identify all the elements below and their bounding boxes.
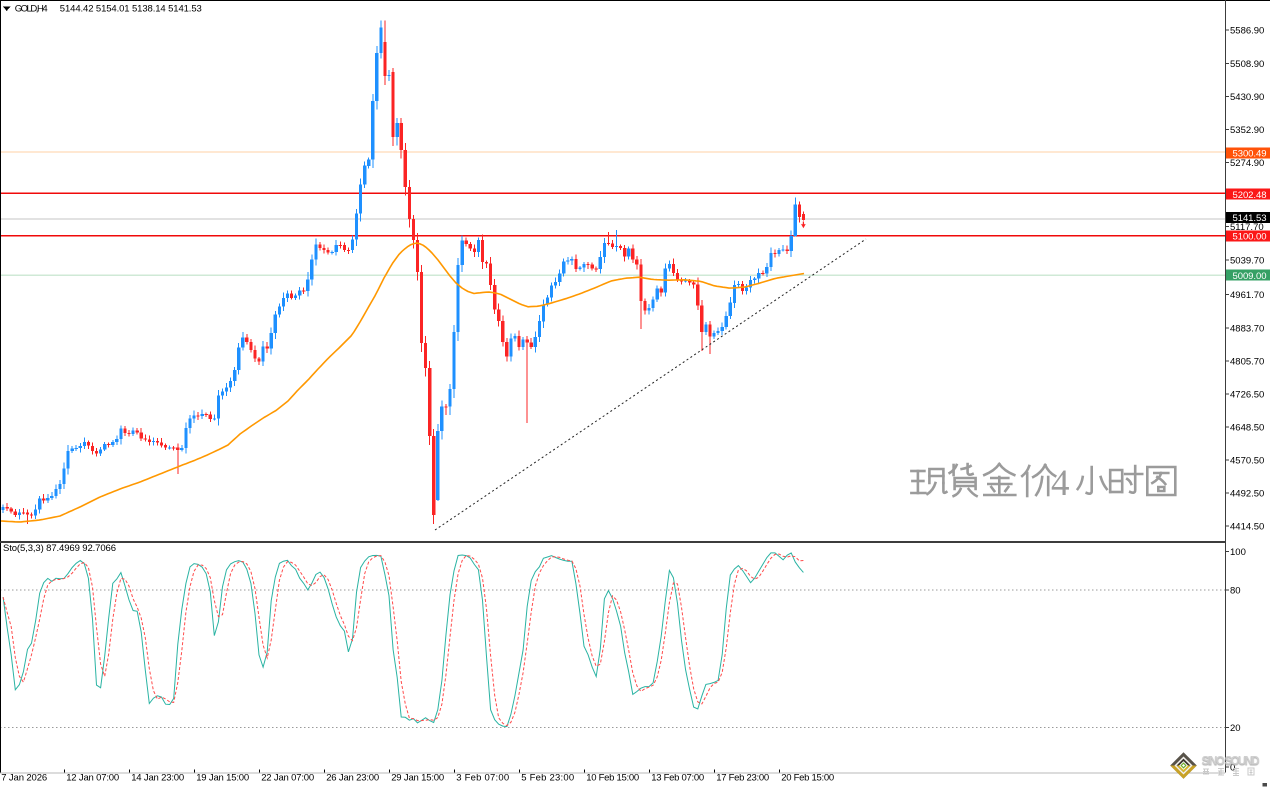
svg-text:100: 100 [1230,547,1246,558]
svg-text:5586.90: 5586.90 [1230,26,1264,37]
svg-text:0: 0 [1230,762,1235,773]
svg-text:5039.70: 5039.70 [1230,256,1264,267]
svg-text:19 Jan 15:00: 19 Jan 15:00 [196,773,249,784]
svg-text:4961.70: 4961.70 [1230,290,1264,301]
svg-text:22 Jan 07:00: 22 Jan 07:00 [261,773,314,784]
svg-text:80: 80 [1230,585,1241,596]
svg-text:4805.70: 4805.70 [1230,356,1264,367]
svg-text:SINO SOUND: SINO SOUND [1202,756,1260,768]
svg-text:5144.42 5154.01 5138.14 5141.5: 5144.42 5154.01 5138.14 5141.53 [60,4,202,15]
svg-text:5508.90: 5508.90 [1230,59,1264,70]
svg-text:5117.70: 5117.70 [1230,222,1264,233]
svg-text:14 Jan 23:00: 14 Jan 23:00 [131,773,184,784]
svg-text:5300.49: 5300.49 [1233,149,1267,160]
svg-text:Sto(5,3,3) 87.4969 92.7066: Sto(5,3,3) 87.4969 92.7066 [3,543,116,554]
svg-text:17 Feb 23:00: 17 Feb 23:00 [716,773,769,784]
svg-text:26 Jan 23:00: 26 Jan 23:00 [326,773,379,784]
svg-text:4414.50: 4414.50 [1230,522,1264,533]
svg-text:29 Jan 15:00: 29 Jan 15:00 [391,773,444,784]
svg-text:5009.00: 5009.00 [1233,271,1267,282]
svg-text:5202.48: 5202.48 [1233,190,1267,201]
svg-text:12 Jan 07:00: 12 Jan 07:00 [66,773,119,784]
svg-text:4883.70: 4883.70 [1230,323,1264,334]
svg-text:4726.50: 4726.50 [1230,389,1264,400]
svg-text:4492.50: 4492.50 [1230,489,1264,500]
svg-text:5274.90: 5274.90 [1230,158,1264,169]
svg-text:5 Feb 23:00: 5 Feb 23:00 [521,773,574,784]
svg-text:13 Feb 07:00: 13 Feb 07:00 [651,773,704,784]
svg-text:10 Feb 15:00: 10 Feb 15:00 [586,773,639,784]
svg-text:GOLD,H4: GOLD,H4 [15,4,48,15]
svg-text:5100.00: 5100.00 [1233,232,1267,243]
svg-text:5141.53: 5141.53 [1233,213,1267,224]
svg-text:4: 4 [1051,463,1070,504]
svg-text:5352.90: 5352.90 [1230,125,1264,136]
svg-text:5430.90: 5430.90 [1230,92,1264,103]
svg-text:7 Jan 2026: 7 Jan 2026 [1,773,47,784]
svg-text:3 Feb 07:00: 3 Feb 07:00 [456,773,509,784]
svg-text:20: 20 [1230,723,1241,734]
svg-text:20 Feb 15:00: 20 Feb 15:00 [781,773,834,784]
svg-text:4570.50: 4570.50 [1230,456,1264,467]
svg-text:4648.50: 4648.50 [1230,423,1264,434]
